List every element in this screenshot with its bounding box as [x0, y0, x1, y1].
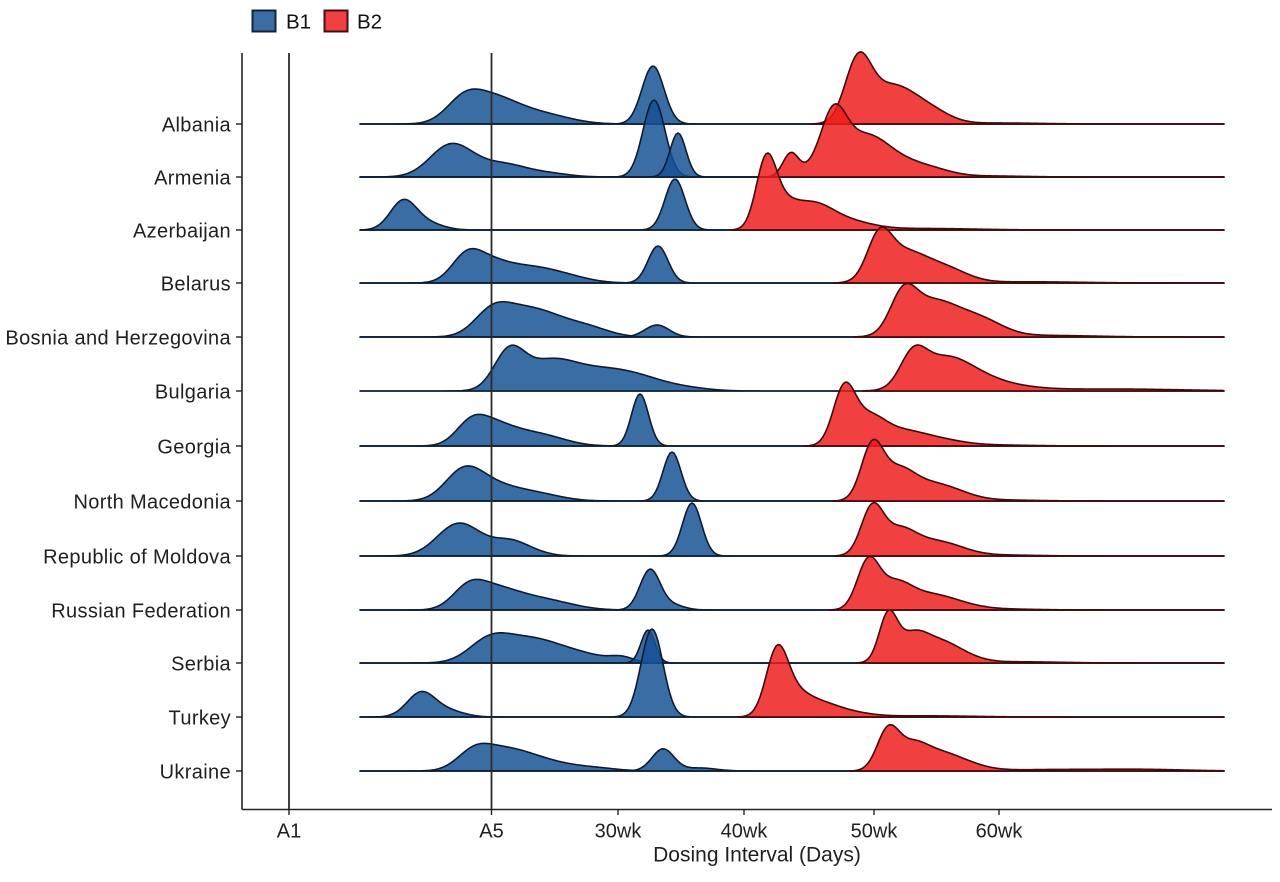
svg-text:30wk: 30wk	[595, 821, 643, 843]
svg-text:Albania: Albania	[162, 115, 232, 137]
svg-text:Bulgaria: Bulgaria	[155, 382, 232, 404]
svg-text:Armenia: Armenia	[154, 168, 231, 190]
svg-text:A5: A5	[479, 821, 503, 843]
svg-text:North Macedonia: North Macedonia	[73, 492, 231, 514]
svg-text:B1: B1	[286, 11, 311, 34]
svg-text:Georgia: Georgia	[157, 437, 231, 459]
svg-text:Turkey: Turkey	[169, 708, 231, 730]
svg-text:Bosnia and Herzegovina: Bosnia and Herzegovina	[5, 328, 231, 350]
svg-text:Russian Federation: Russian Federation	[51, 601, 231, 623]
svg-text:50wk: 50wk	[851, 821, 899, 843]
svg-text:Ukraine: Ukraine	[160, 762, 231, 784]
svg-text:Republic of Moldova: Republic of Moldova	[43, 547, 231, 569]
svg-text:Serbia: Serbia	[171, 654, 231, 676]
svg-text:A1: A1	[277, 821, 301, 843]
svg-text:Dosing Interval (Days): Dosing Interval (Days)	[653, 844, 861, 867]
svg-text:B2: B2	[357, 11, 382, 34]
svg-text:Azerbaijan: Azerbaijan	[133, 221, 231, 243]
svg-text:40wk: 40wk	[721, 821, 769, 843]
svg-text:60wk: 60wk	[976, 821, 1024, 843]
svg-text:Belarus: Belarus	[161, 274, 231, 296]
